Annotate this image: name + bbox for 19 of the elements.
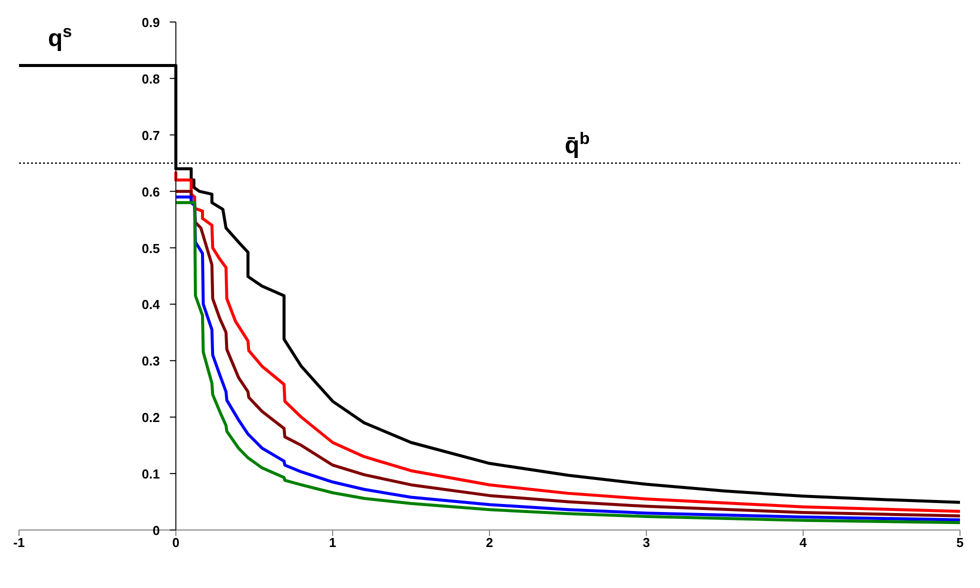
y-tick-label: 0.4 — [142, 297, 161, 312]
x-tick-label: 1 — [329, 535, 336, 550]
x-tick-label: 0 — [172, 535, 180, 550]
y-tick-label: 0.9 — [142, 15, 160, 30]
y-tick-label: 0 — [152, 523, 160, 538]
x-tick-label: -1 — [13, 535, 25, 550]
x-tick-label: 5 — [956, 535, 964, 550]
y-tick-label: 0.8 — [142, 71, 160, 86]
y-tick-label: 0.7 — [142, 128, 160, 143]
y-tick-label: 0.5 — [142, 240, 160, 256]
y-tick-label: 0.1 — [142, 466, 160, 482]
x-tick-label: 4 — [800, 535, 808, 550]
x-tick-label: 3 — [642, 535, 650, 550]
y-tick-label: 0.3 — [142, 354, 160, 369]
y-tick-label: 0.2 — [142, 410, 160, 426]
x-tick-label: 2 — [486, 535, 494, 550]
ref-line-label: q̄$^{b}$ — [564, 128, 590, 160]
y-tick-label: 0.6 — [142, 184, 160, 200]
annotation: q$^{s}$ — [48, 22, 72, 52]
